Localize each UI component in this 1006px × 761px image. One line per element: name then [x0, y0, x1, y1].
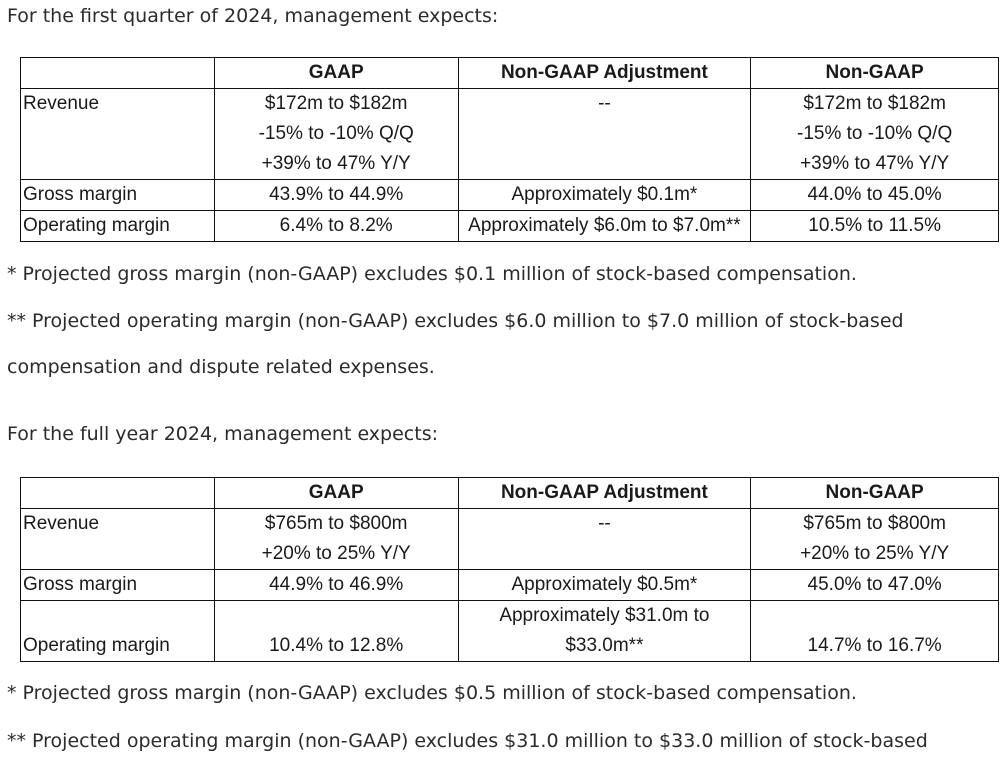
gross-margin-gaap: 44.9% to 46.9% [213, 569, 459, 601]
operating-margin-gaap: 10.4% to 12.8% [213, 600, 459, 662]
revenue-nongaap: $765m to $800m +20% to 25% Y/Y [750, 508, 999, 570]
table-header-row: GAAP Non-GAAP Adjustment Non-GAAP [20, 57, 999, 89]
gross-margin-adjustment: Approximately $0.1m* [457, 179, 752, 211]
header-gaap: GAAP [213, 477, 459, 509]
gross-margin-adjustment: Approximately $0.5m* [457, 569, 752, 601]
fy-guidance-table: GAAP Non-GAAP Adjustment Non-GAAP Revenu… [20, 477, 999, 662]
gross-margin-nongaap: 45.0% to 47.0% [750, 569, 999, 601]
header-nongaap: Non-GAAP [750, 477, 999, 509]
q1-footnote-gross: * Projected gross margin (non-GAAP) excl… [7, 263, 857, 285]
table-row-gross-margin: Gross margin 43.9% to 44.9% Approximatel… [20, 179, 999, 211]
fy-footnote-operating: ** Projected operating margin (non-GAAP)… [7, 730, 928, 752]
header-adjustment: Non-GAAP Adjustment [457, 57, 752, 89]
fy-footnote-gross: * Projected gross margin (non-GAAP) excl… [7, 682, 857, 704]
revenue-gaap: $172m to $182m -15% to -10% Q/Q +39% to … [213, 88, 459, 180]
q1-footnote-operating-cont: compensation and dispute related expense… [7, 356, 435, 378]
gross-margin-gaap: 43.9% to 44.9% [213, 179, 459, 211]
table-header-row: GAAP Non-GAAP Adjustment Non-GAAP [20, 477, 999, 509]
operating-margin-gaap: 6.4% to 8.2% [213, 210, 459, 242]
q1-guidance-table: GAAP Non-GAAP Adjustment Non-GAAP Revenu… [20, 57, 999, 242]
header-nongaap: Non-GAAP [750, 57, 999, 89]
operating-margin-nongaap: 10.5% to 11.5% [750, 210, 999, 242]
cell-line: Approximately $31.0m to [499, 605, 710, 626]
cell-line: +20% to 25% Y/Y [800, 543, 950, 564]
cell-line: $33.0m** [565, 635, 644, 656]
cell-line: +39% to 47% Y/Y [261, 153, 411, 174]
cell-line: $765m to $800m [803, 513, 946, 534]
revenue-nongaap: $172m to $182m -15% to -10% Q/Q +39% to … [750, 88, 999, 180]
header-adjustment: Non-GAAP Adjustment [457, 477, 752, 509]
revenue-gaap: $765m to $800m +20% to 25% Y/Y [213, 508, 459, 570]
operating-margin-nongaap: 14.7% to 16.7% [750, 600, 999, 662]
header-blank [20, 477, 215, 509]
header-blank [20, 57, 215, 89]
cell-line: $172m to $182m [803, 93, 946, 114]
cell-line: +20% to 25% Y/Y [261, 543, 411, 564]
table-row-revenue: Revenue $765m to $800m +20% to 25% Y/Y -… [20, 508, 999, 570]
cell-line: -15% to -10% Q/Q [258, 123, 414, 144]
row-label: Gross margin [20, 179, 215, 211]
gross-margin-nongaap: 44.0% to 45.0% [750, 179, 999, 211]
row-label: Operating margin [20, 600, 215, 662]
revenue-adjustment: -- [457, 88, 752, 180]
cell-line: +39% to 47% Y/Y [800, 153, 950, 174]
row-label: Gross margin [20, 569, 215, 601]
q1-intro: For the first quarter of 2024, managemen… [7, 5, 499, 27]
table-row-operating-margin: Operating margin 10.4% to 12.8% Approxim… [20, 600, 999, 662]
cell-line: $172m to $182m [264, 93, 408, 114]
operating-margin-adjustment: Approximately $31.0m to $33.0m** [457, 600, 752, 662]
revenue-adjustment: -- [457, 508, 752, 570]
row-label: Revenue [20, 88, 215, 180]
fy-intro: For the full year 2024, management expec… [7, 423, 438, 445]
cell-line: -15% to -10% Q/Q [797, 123, 953, 144]
table-row-gross-margin: Gross margin 44.9% to 46.9% Approximatel… [20, 569, 999, 601]
row-label: Operating margin [20, 210, 215, 242]
row-label: Revenue [20, 508, 215, 570]
q1-footnote-operating: ** Projected operating margin (non-GAAP)… [7, 310, 904, 332]
table-row-revenue: Revenue $172m to $182m -15% to -10% Q/Q … [20, 88, 999, 180]
cell-line: $765m to $800m [264, 513, 408, 534]
header-gaap: GAAP [213, 57, 459, 89]
table-row-operating-margin: Operating margin 6.4% to 8.2% Approximat… [20, 210, 999, 242]
operating-margin-adjustment: Approximately $6.0m to $7.0m** [457, 210, 752, 242]
